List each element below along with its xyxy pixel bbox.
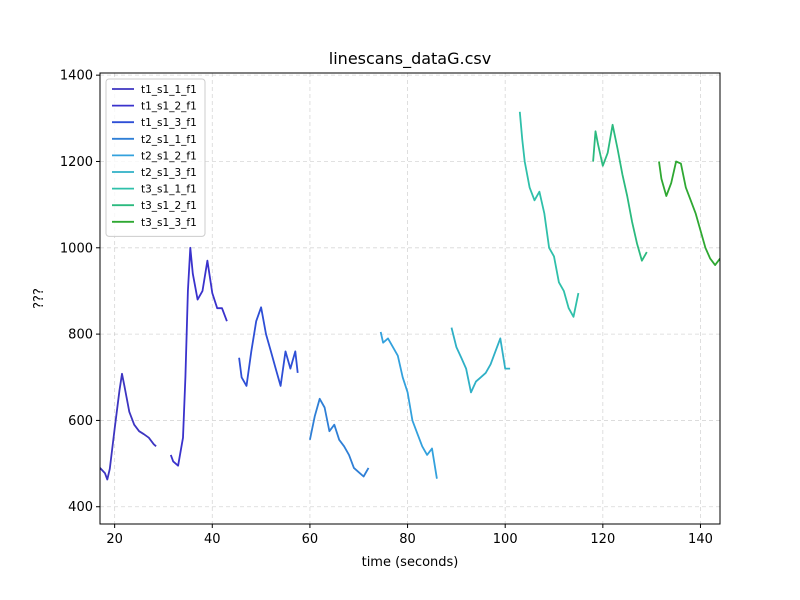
legend-label: t3_s1_2_f1: [141, 200, 197, 212]
x-tick-label: 80: [399, 532, 416, 547]
legend-label: t1_s1_2_f1: [141, 101, 197, 113]
legend-label: t1_s1_1_f1: [141, 84, 197, 96]
series-line-t1_s1_1_f1: [100, 372, 157, 481]
series-lines: [100, 111, 720, 481]
y-tick-label: 1000: [60, 241, 93, 256]
y-axis-title: ???: [32, 288, 47, 309]
x-tick-label: 40: [204, 532, 221, 547]
x-tick-label: 140: [688, 532, 713, 547]
y-tick-label: 400: [68, 500, 93, 515]
series-line-t1_s1_3_f1: [238, 306, 299, 387]
y-axis: 400 600 800 1000 1200 1400: [60, 69, 100, 515]
plot-frame: [99, 72, 721, 525]
legend-label: t3_s1_1_f1: [141, 184, 197, 196]
series-line-t1_s1_2_f1: [169, 246, 228, 467]
x-tick-label: 60: [302, 532, 319, 547]
x-tick-label: 20: [106, 532, 123, 547]
legend-label: t2_s1_3_f1: [141, 167, 197, 179]
y-tick-label: 800: [68, 328, 93, 343]
series-line-t3_s1_2_f1: [592, 123, 648, 262]
grid-lines: [100, 73, 720, 524]
x-tick-label: 120: [590, 532, 615, 547]
legend: t1_s1_1_f1 t1_s1_2_f1 t1_s1_3_f1 t2_s1_1_f1…: [105, 78, 206, 237]
series-line-t3_s1_1_f1: [518, 111, 580, 318]
x-axis: 20 40 60 80 100 120 140: [106, 524, 713, 547]
legend-label: t2_s1_2_f1: [141, 150, 197, 162]
series-line-t2_s1_1_f1: [309, 397, 370, 478]
series-line-t3_s1_3_f1: [658, 160, 720, 267]
y-tick-label: 1400: [60, 69, 93, 84]
y-tick-label: 1200: [60, 155, 93, 170]
x-axis-title: time (seconds): [362, 555, 459, 570]
x-tick-label: 100: [493, 532, 518, 547]
series-line-t2_s1_2_f1: [379, 331, 438, 479]
chart-title: linescans_dataG.csv: [329, 49, 491, 69]
legend-label: t3_s1_3_f1: [141, 217, 197, 229]
legend-label: t2_s1_1_f1: [141, 134, 197, 146]
y-tick-label: 600: [68, 414, 93, 429]
legend-box: [105, 78, 206, 237]
legend-label: t1_s1_3_f1: [141, 117, 197, 129]
series-line-t2_s1_3_f1: [450, 327, 511, 394]
